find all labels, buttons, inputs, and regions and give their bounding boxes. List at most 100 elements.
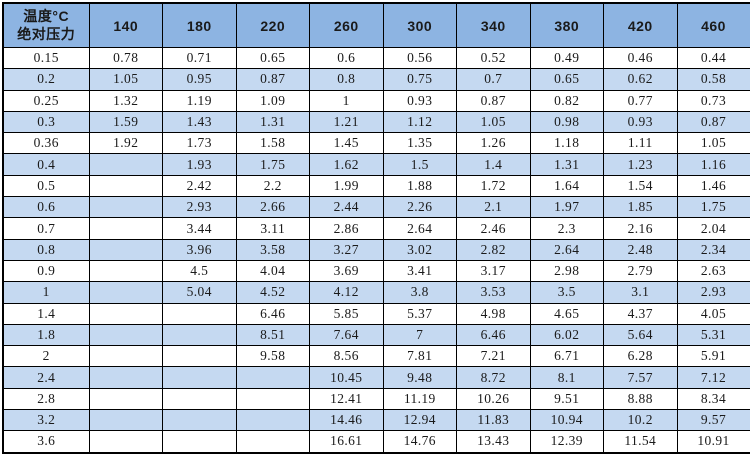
data-cell: [88, 196, 163, 219]
data-cell: 4.05: [676, 302, 750, 325]
data-cell: 4.04: [235, 259, 310, 283]
data-cell: 1.05: [88, 68, 163, 91]
data-cell: 0.44: [676, 46, 750, 70]
data-cell: 6.71: [529, 345, 604, 368]
data-cell: 2.46: [456, 217, 531, 240]
data-cell: 14.76: [382, 430, 457, 454]
data-cell: 1.09: [235, 89, 310, 112]
row-label-cell: 1.4: [2, 302, 90, 325]
data-cell: 11.19: [382, 387, 457, 411]
data-cell: [88, 281, 163, 304]
data-cell: 0.46: [603, 46, 678, 70]
data-cell: 6.28: [603, 345, 678, 368]
data-cell: 0.7: [456, 68, 531, 91]
data-cell: 1.05: [456, 110, 531, 134]
data-cell: 2.2: [235, 174, 310, 198]
data-cell: [88, 387, 163, 411]
data-cell: 1.21: [309, 110, 384, 134]
corner-header-line-pressure: 绝对压力: [17, 25, 76, 42]
data-cell: 0.93: [603, 110, 678, 134]
data-cell: [88, 302, 163, 325]
data-cell: 1.97: [529, 196, 604, 219]
column-header-300: 300: [382, 2, 457, 48]
data-cell: 0.78: [88, 46, 163, 70]
data-cell: 0.93: [382, 89, 457, 112]
data-cell: 5.04: [162, 281, 237, 304]
data-cell: [88, 217, 163, 240]
column-header-380: 380: [529, 2, 604, 48]
data-cell: 2.34: [676, 238, 750, 261]
column-header-460: 460: [676, 2, 750, 48]
data-cell: 3.96: [162, 238, 237, 261]
data-cell: 2.64: [382, 217, 457, 240]
data-cell: 2.26: [382, 196, 457, 219]
data-cell: 9.48: [382, 366, 457, 389]
data-cell: 1.92: [88, 132, 163, 155]
table-row: 0.7 3.44 3.11 2.86 2.64 2.46 2.3 2.16 2.04: [2, 217, 750, 240]
data-cell: 6.02: [529, 323, 604, 347]
data-cell: 2.64: [529, 238, 604, 261]
row-label-cell: 0.4: [2, 153, 90, 176]
data-cell: 8.56: [309, 345, 384, 368]
data-cell: 2.16: [603, 217, 678, 240]
data-cell: 1.54: [603, 174, 678, 198]
data-cell: 2.3: [529, 217, 604, 240]
data-cell: 9.58: [235, 345, 310, 368]
row-label-cell: 2.4: [2, 366, 90, 389]
data-cell: 3.44: [162, 217, 237, 240]
data-cell: 0.56: [382, 46, 457, 70]
table-row: 0.6 2.93 2.66 2.44 2.26 2.1 1.97 1.85 1.75: [2, 196, 750, 219]
data-cell: 4.12: [309, 281, 384, 304]
data-cell: 3.17: [456, 259, 531, 283]
data-cell: 3.58: [235, 238, 310, 261]
table-row: 0.25 1.32 1.19 1.09 1 0.93 0.87 0.82 0.77 0.73: [2, 89, 750, 112]
data-cell: 0.75: [382, 68, 457, 91]
data-cell: 1.5: [382, 153, 457, 176]
data-cell: 1.32: [88, 89, 163, 112]
data-cell: 1.45: [309, 132, 384, 155]
data-cell: 7: [382, 323, 457, 347]
table-row: 1.8 8.51 7.64 7 6.46 6.02 5.64 5.31: [2, 323, 750, 347]
data-cell: 1.46: [676, 174, 750, 198]
data-cell: 2.66: [235, 196, 310, 219]
data-cell: [88, 430, 163, 454]
data-cell: 0.77: [603, 89, 678, 112]
data-cell: 10.45: [309, 366, 384, 389]
data-cell: 4.5: [162, 259, 237, 283]
data-cell: 1.72: [456, 174, 531, 198]
corner-header-line-temperature: 温度°C: [23, 8, 70, 24]
table-row: 0.15 0.78 0.71 0.65 0.6 0.56 0.52 0.49 0.46 0.44: [2, 46, 750, 70]
data-cell: 1.75: [676, 196, 750, 219]
row-label-cell: 0.2: [2, 68, 90, 91]
data-cell: [235, 387, 310, 411]
data-cell: 8.51: [235, 323, 310, 347]
column-header-340: 340: [456, 2, 531, 48]
data-cell: 6.46: [235, 302, 310, 325]
table-row: 0.5 2.42 2.2 1.99 1.88 1.72 1.64 1.54 1.46: [2, 174, 750, 198]
column-header-260: 260: [309, 2, 384, 48]
row-label-cell: 0.9: [2, 259, 90, 283]
data-cell: 1.88: [382, 174, 457, 198]
data-cell: 0.58: [676, 68, 750, 91]
row-label-cell: 0.7: [2, 217, 90, 240]
data-cell: 4.65: [529, 302, 604, 325]
data-cell: 2.63: [676, 259, 750, 283]
data-cell: 1.85: [603, 196, 678, 219]
table-row: 2.8 12.41 11.19 10.26 9.51 8.88 8.34: [2, 387, 750, 411]
data-cell: 3.11: [235, 217, 310, 240]
data-cell: 1.43: [162, 110, 237, 134]
data-cell: 1.26: [456, 132, 531, 155]
data-cell: 0.82: [529, 89, 604, 112]
data-cell: 5.91: [676, 345, 750, 368]
data-cell: 5.37: [382, 302, 457, 325]
data-cell: [88, 323, 163, 347]
data-cell: [162, 302, 237, 325]
data-cell: 13.43: [456, 430, 531, 454]
data-cell: 2.48: [603, 238, 678, 261]
row-label-cell: 3.6: [2, 430, 90, 454]
data-cell: 7.21: [456, 345, 531, 368]
row-label-cell: 0.3: [2, 110, 90, 134]
table-row: 1.4 6.46 5.85 5.37 4.98 4.65 4.37 4.05: [2, 302, 750, 325]
data-cell: 1.23: [603, 153, 678, 176]
data-cell: 7.64: [309, 323, 384, 347]
